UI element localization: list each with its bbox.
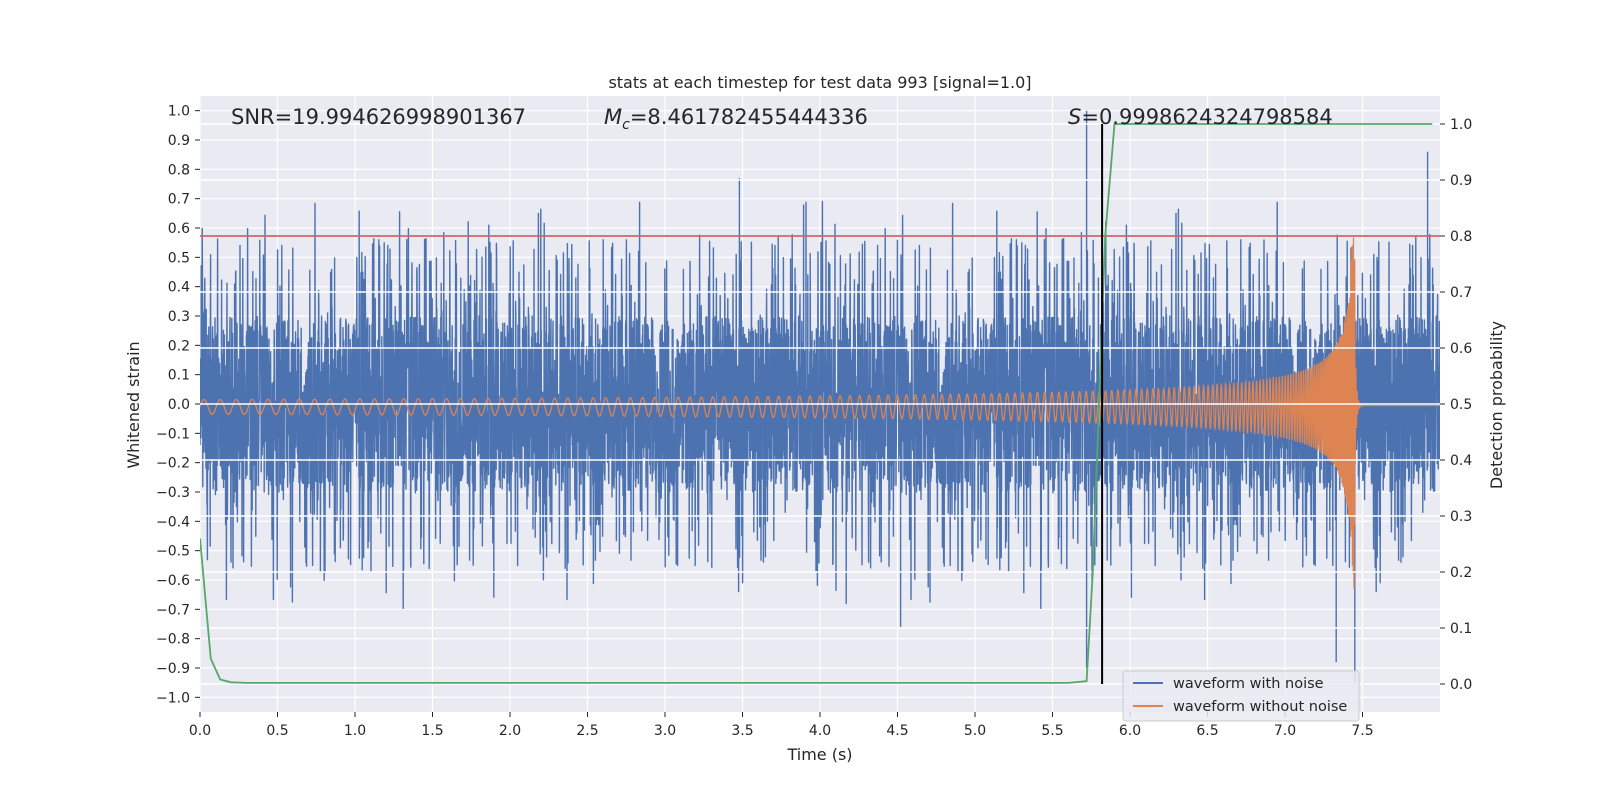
y2-tick-label: 0.9: [1450, 173, 1472, 189]
y-tick-label: 0.9: [168, 133, 190, 149]
y2-tick-label: 0.7: [1450, 285, 1472, 301]
y-tick-label: 0.0: [168, 397, 190, 413]
y-tick-label: −1.0: [156, 690, 190, 706]
snr-annotation: SNR=19.994626998901367: [231, 105, 526, 129]
y2-tick-label: 0.2: [1450, 565, 1472, 581]
x-tick-label: 7.0: [1274, 723, 1296, 739]
x-tick-label: 2.5: [576, 723, 598, 739]
y2-tick-label: 1.0: [1450, 117, 1472, 133]
y2-tick-label: 0.1: [1450, 621, 1472, 637]
y-tick-label: 0.8: [168, 162, 190, 178]
y-tick-label: −0.8: [156, 632, 190, 648]
x-tick-label: 0.5: [266, 723, 288, 739]
series-layer: [200, 110, 1440, 685]
x-tick-label: 4.5: [886, 723, 908, 739]
x-tick-label: 3.5: [731, 723, 753, 739]
x-tick-label: 3.0: [654, 723, 676, 739]
y2-tick-label: 0.0: [1450, 677, 1472, 693]
y2-tick-label: 0.3: [1450, 509, 1472, 525]
y-tick-label: −0.5: [156, 544, 190, 560]
x-tick-label: 2.0: [499, 723, 521, 739]
y-tick-label: −0.1: [156, 426, 190, 442]
y-tick-label: 0.1: [168, 368, 190, 384]
y-tick-label: 1.0: [168, 104, 190, 120]
x-axis-label: Time (s): [786, 745, 852, 764]
chart-title: stats at each timestep for test data 993…: [608, 73, 1031, 92]
x-tick-label: 5.5: [1041, 723, 1063, 739]
legend-label-clean: waveform without noise: [1173, 699, 1347, 715]
legend: waveform with noise waveform without noi…: [1122, 670, 1360, 722]
y-axis-label: Whitened strain: [124, 341, 143, 468]
x-tick-label: 6.5: [1196, 723, 1218, 739]
y2-axis-label: Detection probability: [1487, 321, 1506, 489]
y2-tick-label: 0.4: [1450, 453, 1472, 469]
x-tick-label: 7.5: [1351, 723, 1373, 739]
x-tick-label: 1.0: [344, 723, 366, 739]
y2-tick-label: 0.6: [1450, 341, 1472, 357]
y-tick-label: −0.9: [156, 661, 190, 677]
y-tick-label: 0.7: [168, 192, 190, 208]
legend-label-noise: waveform with noise: [1173, 676, 1324, 692]
x-tick-label: 5.0: [964, 723, 986, 739]
x-tick-label: 4.0: [809, 723, 831, 739]
x-tick-label: 0.0: [189, 723, 211, 739]
x-tick-label: 1.5: [421, 723, 443, 739]
y-tick-label: −0.3: [156, 485, 190, 501]
legend-box: [1122, 670, 1360, 722]
y-tick-label: −0.4: [156, 514, 190, 530]
series-waveform-with-noise: [200, 110, 1440, 683]
y-tick-label: 0.4: [168, 280, 190, 296]
series-detection-probability: [200, 123, 1433, 684]
left-axis-ticks: 1.0 0.9 0.8 0.7 0.6 0.5 0.4 0.3 0.2 0.1 0.0 −0.1 −0.…: [156, 104, 200, 706]
y-tick-label: 0.2: [168, 338, 190, 354]
y-tick-label: −0.7: [156, 602, 190, 618]
s-annotation: S=0.9998624324798584: [1068, 105, 1333, 129]
y-tick-label: −0.2: [156, 456, 190, 472]
y-tick-label: 0.3: [168, 309, 190, 325]
y2-tick-label: 0.5: [1450, 397, 1472, 413]
y-tick-label: 0.5: [168, 250, 190, 266]
y2-tick-label: 0.8: [1450, 229, 1472, 245]
x-tick-label: 6.0: [1119, 723, 1141, 739]
right-axis-ticks: 1.0 0.9 0.8 0.7 0.6 0.5 0.4 0.3 0.2 0.1 0.0: [1440, 117, 1472, 693]
y-tick-label: 0.6: [168, 221, 190, 237]
mc-annotation: Mc=8.461782455444336: [604, 105, 868, 133]
y-tick-label: −0.6: [156, 573, 190, 589]
